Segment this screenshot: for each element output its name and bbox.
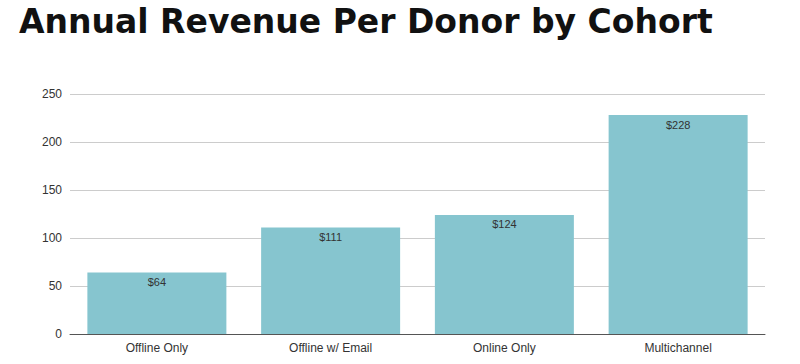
svg-text:Offline Only: Offline Only — [126, 341, 188, 355]
svg-text:Online Only: Online Only — [473, 341, 536, 355]
svg-text:50: 50 — [49, 279, 63, 293]
svg-text:150: 150 — [42, 183, 62, 197]
svg-text:Multichannel: Multichannel — [644, 341, 711, 355]
svg-text:200: 200 — [42, 135, 62, 149]
svg-text:Offline w/ Email: Offline w/ Email — [289, 341, 372, 355]
svg-text:$228: $228 — [666, 119, 690, 131]
svg-text:100: 100 — [42, 231, 62, 245]
svg-text:Annual Revenue Per Donor by Co: Annual Revenue Per Donor by Cohort — [19, 2, 713, 41]
svg-text:$64: $64 — [148, 276, 166, 288]
svg-text:0: 0 — [55, 327, 62, 341]
svg-text:250: 250 — [42, 87, 62, 101]
svg-text:$124: $124 — [492, 218, 516, 230]
svg-text:$111: $111 — [319, 231, 342, 243]
